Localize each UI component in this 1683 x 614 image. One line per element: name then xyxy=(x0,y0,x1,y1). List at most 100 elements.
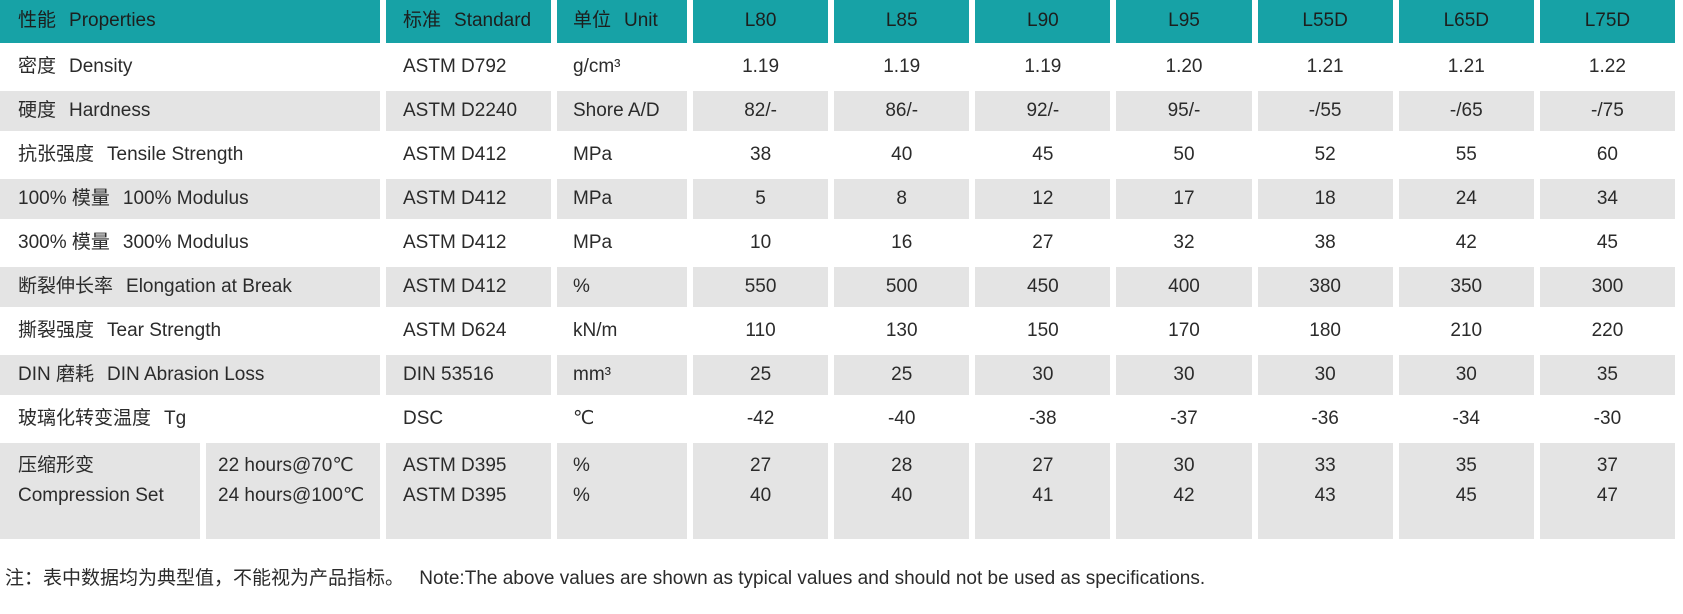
value-cell: 34 xyxy=(1539,179,1675,219)
value-cell: 1.21 xyxy=(1257,47,1393,87)
compression-value: 45 xyxy=(1455,485,1477,506)
value-cell: -40 xyxy=(834,399,970,439)
compression-label-zh: 压缩形变 xyxy=(18,455,95,476)
value-cell: 400 xyxy=(1116,267,1252,307)
compression-value-cell: 37 47 xyxy=(1539,443,1675,539)
property-label-en: Tg xyxy=(164,407,187,429)
property-label-zh: 抗张强度 xyxy=(18,143,95,165)
value-cell: 1.19 xyxy=(693,47,829,87)
compression-unit-cell: %% xyxy=(557,443,687,539)
value-cell: 450 xyxy=(975,267,1111,307)
value-cell: 40 xyxy=(834,135,970,175)
value-cell: 220 xyxy=(1539,311,1675,351)
note-en: Note:The above values are shown as typic… xyxy=(419,568,1206,589)
compression-condition: 24 hours@100℃ xyxy=(218,485,365,506)
value-cell: -34 xyxy=(1398,399,1534,439)
value-cell: 12 xyxy=(975,179,1111,219)
value-cell: 1.22 xyxy=(1539,47,1675,87)
compression-unit: % xyxy=(573,485,590,506)
unit-cell: g/cm³ xyxy=(557,47,687,87)
value-cell: 95/- xyxy=(1116,91,1252,131)
value-cell: 180 xyxy=(1257,311,1393,351)
property-label-zh: 撕裂强度 xyxy=(18,319,95,341)
value-cell: 1.21 xyxy=(1398,47,1534,87)
compression-value: 40 xyxy=(750,485,772,506)
compression-value-cell: 27 40 xyxy=(693,443,829,539)
compression-value: 27 xyxy=(750,455,772,476)
value-cell: 8 xyxy=(834,179,970,219)
note-zh: 注：表中数据均为典型值，不能视为产品指标。 xyxy=(5,568,405,589)
header-cell-grade-L75D: L75D xyxy=(1539,0,1675,43)
standard-cell: ASTM D412 xyxy=(386,223,551,263)
unit-cell: ℃ xyxy=(557,399,687,439)
compression-value: 30 xyxy=(1173,455,1195,476)
property-label-en: Tensile Strength xyxy=(107,143,244,165)
unit-cell: MPa xyxy=(557,223,687,263)
property-cell: 玻璃化转变温度 Tg xyxy=(0,399,380,439)
value-cell: 60 xyxy=(1539,135,1675,175)
value-cell: 30 xyxy=(1116,355,1252,395)
unit-cell: MPa xyxy=(557,135,687,175)
property-cell: 抗张强度 Tensile Strength xyxy=(0,135,380,175)
value-cell: -36 xyxy=(1257,399,1393,439)
header-standard-en: Standard xyxy=(454,10,532,32)
value-cell: 30 xyxy=(1257,355,1393,395)
property-label-zh: 300% 模量 xyxy=(18,231,110,253)
value-cell: 25 xyxy=(834,355,970,395)
unit-cell: mm³ xyxy=(557,355,687,395)
unit-cell: % xyxy=(557,267,687,307)
property-cell: 断裂伸长率 Elongation at Break xyxy=(0,267,380,307)
compression-value-cell: 35 45 xyxy=(1398,443,1534,539)
unit-cell: Shore A/D xyxy=(557,91,687,131)
header-unit-zh: 单位 xyxy=(573,10,612,32)
property-label-en: Hardness xyxy=(69,99,151,121)
property-label-zh: 100% 模量 xyxy=(18,187,110,209)
standard-cell: ASTM D624 xyxy=(386,311,551,351)
compression-value-cell: 28 40 xyxy=(834,443,970,539)
value-cell: 380 xyxy=(1257,267,1393,307)
compression-value-cell: 30 42 xyxy=(1116,443,1252,539)
compression-condition: 22 hours@70℃ xyxy=(218,455,354,476)
value-cell: 30 xyxy=(1398,355,1534,395)
value-cell: 52 xyxy=(1257,135,1393,175)
value-cell: 210 xyxy=(1398,311,1534,351)
header-properties-en: Properties xyxy=(69,10,156,32)
compression-value: 33 xyxy=(1314,455,1336,476)
value-cell: 42 xyxy=(1398,223,1534,263)
standard-cell: ASTM D412 xyxy=(386,135,551,175)
property-label-en: 300% Modulus xyxy=(122,231,249,253)
property-cell: 撕裂强度 Tear Strength xyxy=(0,311,380,351)
header-properties-zh: 性能 xyxy=(18,10,57,32)
value-cell: 45 xyxy=(1539,223,1675,263)
value-cell: 25 xyxy=(693,355,829,395)
compression-value-cell: 33 43 xyxy=(1257,443,1393,539)
value-cell: -30 xyxy=(1539,399,1675,439)
value-cell: 350 xyxy=(1398,267,1534,307)
value-cell: 30 xyxy=(975,355,1111,395)
compression-value: 40 xyxy=(891,485,913,506)
compression-label-en: Compression Set xyxy=(18,485,164,506)
value-cell: 50 xyxy=(1116,135,1252,175)
compression-value: 35 xyxy=(1455,455,1477,476)
compression-conditions-cell: 22 hours@70℃ 24 hours@100℃ xyxy=(206,443,380,539)
standard-cell: DIN 53516 xyxy=(386,355,551,395)
compression-standard: ASTM D395 xyxy=(403,455,507,476)
value-cell: 55 xyxy=(1398,135,1534,175)
standard-cell: ASTM D792 xyxy=(386,47,551,87)
value-cell: 17 xyxy=(1116,179,1252,219)
standard-cell: DSC xyxy=(386,399,551,439)
value-cell: 300 xyxy=(1539,267,1675,307)
value-cell: 130 xyxy=(834,311,970,351)
header-cell-unit: 单位 Unit xyxy=(557,0,687,43)
value-cell: 24 xyxy=(1398,179,1534,219)
compression-value-cell: 27 41 xyxy=(975,443,1111,539)
value-cell: -37 xyxy=(1116,399,1252,439)
compression-value: 28 xyxy=(891,455,913,476)
header-unit-en: Unit xyxy=(624,10,658,32)
value-cell: 35 xyxy=(1539,355,1675,395)
value-cell: 550 xyxy=(693,267,829,307)
property-cell: DIN 磨耗 DIN Abrasion Loss xyxy=(0,355,380,395)
value-cell: 82/- xyxy=(693,91,829,131)
property-label-zh: 玻璃化转变温度 xyxy=(18,407,152,429)
property-cell: 100% 模量 100% Modulus xyxy=(0,179,380,219)
